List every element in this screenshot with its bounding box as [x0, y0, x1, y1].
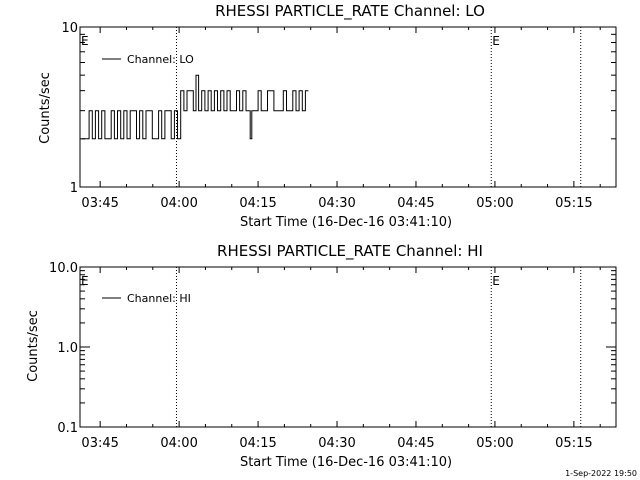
- panel1-xtick-label-2: 04:15: [239, 196, 276, 211]
- panel1-xtick-label-5: 05:00: [476, 196, 513, 211]
- panel2-xtick-label-3: 04:30: [318, 436, 355, 451]
- panel1-xtick-label-0: 03:45: [81, 196, 118, 211]
- footer-timestamp: 1-Sep-2022 19:50: [565, 469, 637, 478]
- panel1-xtick-label-3: 04:30: [318, 196, 355, 211]
- panel2-e-flag-1: E: [492, 274, 500, 288]
- panel2-ytick-label-2: 10.0: [49, 261, 78, 276]
- panel2-xtick-label-1: 04:00: [160, 436, 197, 451]
- panel2-ylabel: Counts/sec: [26, 310, 41, 382]
- panel1-frame: [79, 26, 617, 188]
- panel1-title: RHESSI PARTICLE_RATE Channel: LO: [215, 2, 485, 21]
- panel1-e-flag-0: E: [81, 34, 89, 48]
- panel2-xtick-label-5: 05:00: [476, 436, 513, 451]
- panel2-xtick-label-0: 03:45: [81, 436, 118, 451]
- panel1-xtick-label-1: 04:00: [160, 196, 197, 211]
- panel1-ytick-label-1: 10: [61, 21, 78, 36]
- panel2-ytick-label-0: 0.1: [57, 421, 78, 436]
- panel1-xtick-label-4: 04:45: [397, 196, 434, 211]
- panel2-e-flag-0: E: [81, 274, 89, 288]
- panel1-e-flag-1: E: [492, 34, 500, 48]
- panel2-title: RHESSI PARTICLE_RATE Channel: HI: [217, 242, 483, 261]
- panel2-xtick-label-4: 04:45: [397, 436, 434, 451]
- panel1-ytick-label-0: 1: [70, 181, 78, 196]
- panel1-series-line-0: [81, 74, 309, 140]
- panel2-legend-label: Channel: HI: [127, 292, 191, 305]
- panel1-legend-label: Channel: LO: [127, 53, 194, 66]
- panel2-ytick-label-1: 1.0: [57, 341, 78, 356]
- panel2-xtick-label-6: 05:15: [555, 436, 592, 451]
- panel1-xlabel: Start Time (16-Dec-16 03:41:10): [240, 215, 452, 230]
- panel1-layer: E E 03:45 04:00 04:15 04:30 04:45 05:00 05:15 1 10: [61, 21, 617, 211]
- panel2-xlabel: Start Time (16-Dec-16 03:41:10): [240, 455, 452, 470]
- panel2-xtick-label-2: 04:15: [239, 436, 276, 451]
- panel2-layer: E E 03:45 04:00 04:15 04:30 04:45 05:00 05:15 0.1…: [49, 261, 617, 451]
- panel1-xtick-label-6: 05:15: [555, 196, 592, 211]
- panel1-ylabel: Counts/sec: [38, 72, 53, 144]
